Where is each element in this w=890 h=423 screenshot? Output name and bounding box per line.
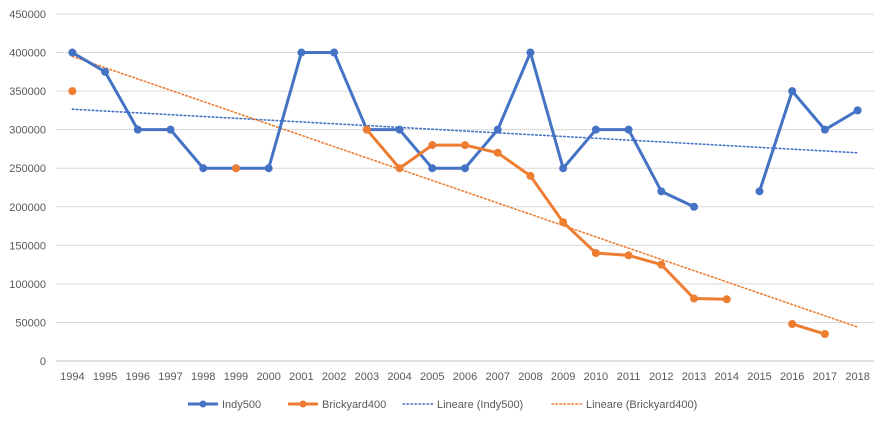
data-point [755, 187, 764, 196]
legend-item: Indy500 [188, 399, 261, 411]
series-lines [68, 48, 862, 339]
data-point [231, 164, 240, 173]
data-point [264, 164, 273, 173]
data-point [690, 202, 699, 211]
x-tick-label: 2006 [453, 371, 477, 383]
x-tick-label: 1995 [93, 371, 117, 383]
x-tick-label: 2013 [682, 371, 706, 383]
data-point [853, 106, 862, 115]
series-group [68, 48, 862, 211]
series-line [70, 51, 696, 209]
x-tick-label: 2016 [780, 371, 804, 383]
data-point [559, 164, 568, 173]
y-tick-label: 300000 [9, 125, 46, 137]
data-point [68, 87, 77, 96]
x-tick-label: 2011 [617, 371, 641, 383]
trendline [71, 108, 859, 154]
x-tick-label: 2001 [289, 371, 313, 383]
legend-label: Lineare (Brickyard400) [586, 399, 697, 411]
x-tick-label: 1994 [60, 371, 84, 383]
data-point [624, 125, 633, 134]
legend-marker [299, 400, 307, 408]
x-tick-label: 2000 [256, 371, 280, 383]
data-point [526, 48, 535, 57]
data-point [461, 141, 469, 150]
data-point [690, 294, 699, 303]
series-line [757, 89, 860, 193]
legend: Indy500 Brickyard400 Lineare (Indy500) Line… [188, 399, 697, 411]
series-line [790, 322, 827, 336]
data-point [624, 251, 633, 260]
x-tick-label: 2008 [518, 371, 542, 383]
data-point [493, 148, 502, 157]
x-tick-label: 1997 [158, 371, 182, 383]
y-tick-label: 450000 [9, 9, 46, 21]
y-tick-label: 250000 [9, 163, 46, 175]
data-point [68, 48, 77, 57]
data-point [820, 330, 829, 339]
y-tick-label: 400000 [9, 48, 46, 60]
data-point [559, 218, 568, 227]
x-tick-label: 2018 [845, 371, 869, 383]
y-tick-label: 0 [40, 356, 46, 368]
x-tick-label: 2007 [485, 371, 509, 383]
x-tick-label: 2009 [551, 371, 575, 383]
data-point [591, 125, 600, 134]
x-tick-label: 2010 [584, 371, 608, 383]
trendline [71, 55, 859, 328]
data-point [788, 319, 797, 328]
data-point [657, 187, 666, 196]
x-tick-label: 1999 [224, 371, 248, 383]
series-group [68, 87, 829, 339]
legend-item: Lineare (Indy500) [402, 399, 523, 411]
x-tick-label: 2002 [322, 371, 346, 383]
data-point [591, 249, 600, 258]
data-point [166, 125, 175, 134]
x-axis-tick-labels: 1994 1995 1996 1997 1998 1999 2000 2001 2002 2003… [60, 371, 870, 383]
data-point [428, 164, 437, 173]
legend-label: Lineare (Indy500) [437, 399, 523, 411]
data-point [526, 171, 535, 180]
legend-label: Indy500 [222, 399, 261, 411]
y-tick-label: 350000 [9, 86, 46, 98]
data-point [330, 48, 339, 57]
series-line [365, 128, 729, 301]
y-tick-label: 100000 [9, 279, 46, 291]
data-point [820, 125, 829, 134]
x-tick-label: 1998 [191, 371, 215, 383]
x-tick-label: 2004 [387, 371, 411, 383]
data-point [199, 164, 208, 173]
x-tick-label: 1996 [126, 371, 150, 383]
data-point [657, 260, 666, 269]
trendlines [71, 55, 859, 328]
y-tick-label: 200000 [9, 202, 46, 214]
x-tick-label: 2014 [715, 371, 739, 383]
legend-label: Brickyard400 [322, 399, 386, 411]
data-point [493, 125, 502, 134]
legend-item: Brickyard400 [288, 399, 386, 411]
data-point [297, 48, 306, 57]
x-tick-label: 2015 [747, 371, 771, 383]
data-point [788, 87, 797, 96]
y-tick-label: 50000 [15, 317, 46, 329]
data-point [133, 125, 142, 134]
legend-item: Lineare (Brickyard400) [551, 399, 697, 411]
y-tick-label: 150000 [9, 240, 46, 252]
data-point [101, 67, 110, 76]
legend-marker [199, 400, 207, 408]
x-tick-label: 2003 [355, 371, 379, 383]
data-point [461, 164, 469, 173]
x-tick-label: 2005 [420, 371, 444, 383]
x-tick-label: 2012 [649, 371, 673, 383]
data-point [395, 164, 404, 173]
y-axis-tick-labels: 0 50000 100000 150000 200000 250000 300000 3500… [9, 9, 46, 368]
data-point [428, 141, 437, 150]
data-point [362, 125, 371, 134]
data-point [722, 295, 731, 304]
data-point [395, 125, 404, 134]
x-tick-label: 2017 [813, 371, 837, 383]
